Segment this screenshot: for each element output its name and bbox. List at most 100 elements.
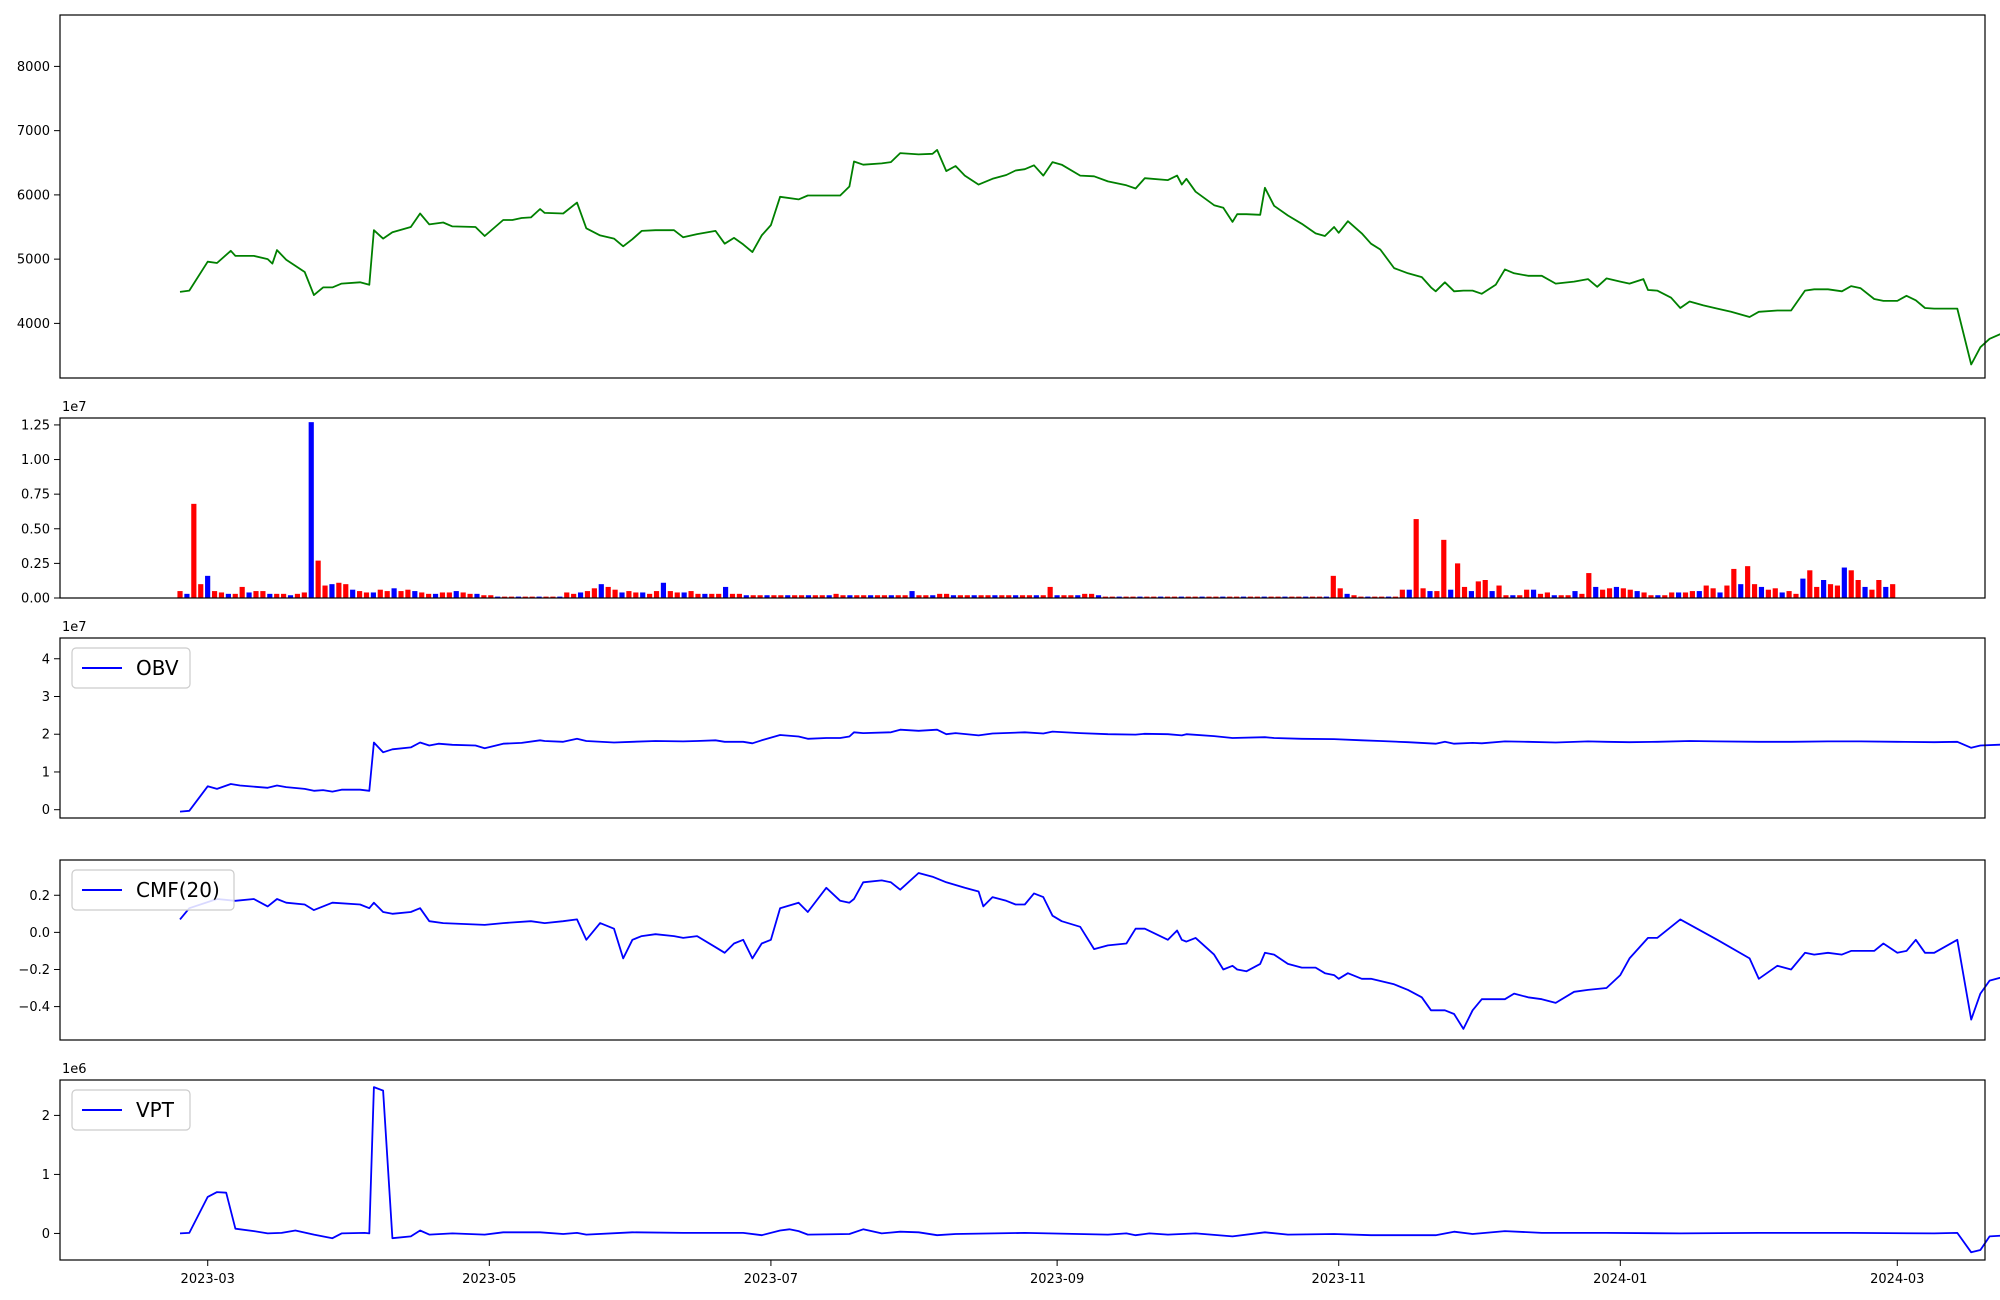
volume-bar [681, 592, 687, 598]
x-tick-label: 2023-03 [181, 1272, 235, 1287]
volume-ytick-label: 0.00 [21, 592, 50, 607]
volume-bar [854, 595, 860, 598]
volume-bar [1061, 595, 1067, 598]
volume-bar [937, 593, 943, 598]
volume-bar [467, 593, 473, 598]
volume-bar [702, 593, 708, 598]
volume-bar [1475, 581, 1481, 598]
volume-bar [1724, 585, 1730, 598]
volume-ytick-label: 1.25 [21, 418, 50, 433]
volume-bar [1296, 596, 1302, 598]
volume-bar [260, 591, 266, 598]
volume-bar [474, 593, 480, 598]
volume-bar [1013, 595, 1019, 598]
volume-bar [1793, 593, 1799, 598]
volume-bar [301, 592, 307, 598]
volume-bar [874, 595, 881, 598]
volume-bar [598, 584, 604, 598]
volume-bar [1482, 580, 1488, 598]
volume-bar [1827, 584, 1834, 598]
volume-bar [1323, 596, 1329, 598]
price-frame [59, 14, 1986, 379]
volume-bar [1102, 596, 1108, 598]
volume-bar [1254, 596, 1260, 598]
volume-bar [1641, 592, 1647, 598]
volume-bar [1399, 589, 1405, 598]
vpt-legend-box [71, 1089, 191, 1131]
volume-bar [1427, 591, 1433, 598]
volume-bar [274, 593, 280, 598]
volume-bar [502, 596, 508, 598]
volume-bar [1821, 580, 1827, 598]
volume-bar [1144, 596, 1150, 598]
volume-bar [308, 422, 314, 598]
volume-bar [1365, 596, 1371, 598]
volume-bar [674, 592, 680, 598]
volume-bar [184, 593, 190, 598]
x-tick-label: 2023-09 [1030, 1272, 1084, 1287]
volume-bar [198, 584, 204, 598]
volume-bar [577, 592, 584, 598]
volume-bar [1537, 593, 1544, 598]
obv-legend: OBV [71, 647, 191, 689]
obv-line [179, 728, 2000, 813]
volume-bar [453, 591, 459, 598]
vpt-legend: VPT [71, 1089, 191, 1131]
volume-bar [798, 595, 805, 598]
cmf-ytick-label: 0.0 [29, 926, 50, 941]
volume-bar [1579, 593, 1585, 598]
volume-bar [1517, 595, 1523, 598]
volume-bar [985, 595, 991, 598]
volume-bar [1316, 596, 1323, 598]
volume-bar [1275, 596, 1281, 598]
volume-bar [1123, 596, 1129, 598]
volume-bar [812, 595, 818, 598]
volume-bar [909, 591, 915, 598]
volume-bar [1703, 585, 1709, 598]
volume-frame [59, 417, 1986, 599]
volume-bar [1606, 588, 1613, 598]
volume-bar [999, 595, 1005, 598]
volume-bar [709, 593, 715, 598]
volume-bar [1655, 595, 1661, 598]
volume-bar [1420, 588, 1426, 598]
volume-bar [481, 595, 487, 598]
volume-bar [923, 595, 929, 598]
volume-bar [343, 584, 349, 598]
volume-ytick-label: 0.75 [21, 488, 50, 503]
volume-bar [1116, 596, 1122, 598]
x-tick-label: 2024-01 [1593, 1272, 1647, 1287]
volume-bar [515, 596, 522, 598]
volume-bar [888, 595, 894, 598]
volume-bar [384, 591, 390, 598]
volume-bar [792, 595, 798, 598]
volume-bar [1676, 592, 1682, 598]
volume-bar [363, 592, 370, 598]
volume-bar [840, 595, 846, 598]
volume-bar [287, 595, 294, 598]
volume-bar [1544, 592, 1550, 598]
volume-bar [1689, 591, 1695, 598]
volume-bar [1620, 588, 1626, 598]
volume-bar [1075, 595, 1081, 598]
volume-bar [432, 593, 439, 598]
volume-bar [1814, 586, 1820, 598]
volume-bar [267, 593, 273, 598]
volume-bar [1379, 596, 1385, 598]
volume-bar [211, 591, 218, 598]
volume-bar [1303, 596, 1309, 598]
volume-bar [529, 596, 535, 598]
volume-bar [1800, 578, 1806, 598]
volume-bar [322, 585, 328, 598]
volume-bar [1199, 596, 1205, 598]
volume-bar [833, 593, 839, 598]
volume-bar [688, 591, 694, 598]
volume-bar [826, 595, 832, 598]
volume-bar [1171, 596, 1178, 598]
volume-bar [1586, 573, 1592, 598]
volume-bar [1158, 596, 1164, 598]
volume-bar [971, 595, 977, 598]
volume-bar [626, 591, 632, 598]
volume-bar [902, 595, 908, 598]
obv-frame [59, 637, 1986, 819]
